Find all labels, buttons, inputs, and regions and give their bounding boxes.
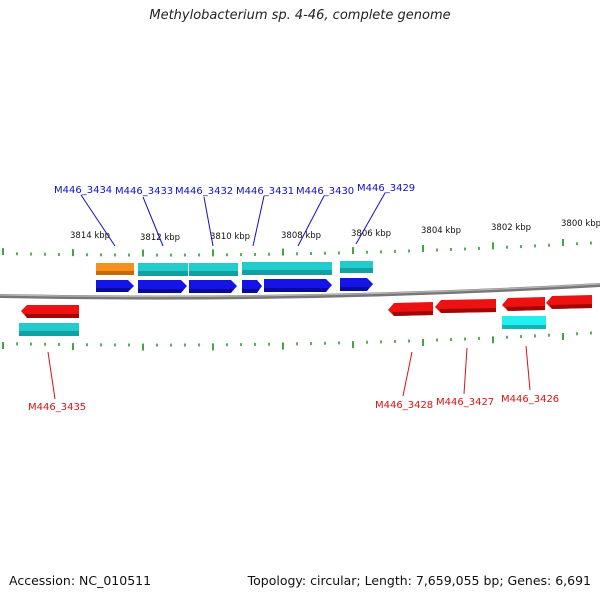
callout-line (203, 196, 214, 247)
callout-line (402, 351, 413, 397)
forward-gene-arrow-shade (242, 289, 259, 293)
gene-label[interactable]: M446_3427 (436, 397, 494, 408)
gene-label[interactable]: M446_3426 (501, 394, 559, 405)
scale-label: 3810 kbp (210, 232, 250, 242)
reverse-gene-arrow-shade (25, 314, 79, 318)
reverse-feature-track (19, 316, 546, 336)
accession-text: Accession: NC_010511 (9, 573, 152, 588)
callout-line (463, 347, 468, 395)
forward-gene-labels: M446_3434 M446_3433 M446_3432 M446_3431 … (54, 183, 415, 197)
orange-feature-shade (96, 271, 134, 275)
gene-label[interactable]: M446_3430 (296, 186, 354, 197)
gene-label[interactable]: M446_3435 (28, 402, 86, 413)
genome-backbone-highlight (0, 283, 600, 298)
forward-gene-arrow-shade (138, 289, 183, 293)
callout-line (47, 351, 56, 400)
callout-line (355, 192, 386, 245)
cds-feature-shade (242, 270, 332, 275)
scale-label: 3802 kbp (491, 223, 531, 233)
gene-label[interactable]: M446_3432 (175, 186, 233, 197)
reverse-gene-track (21, 295, 592, 318)
reverse-gene-arrow-shade (392, 311, 433, 316)
forward-gene-arrow-shade (340, 287, 369, 291)
forward-callouts (80, 192, 386, 247)
cds-feature-shade (19, 331, 79, 336)
map-title: Methylobacterium sp. 4-46, complete geno… (149, 8, 451, 23)
forward-feature-track (96, 261, 373, 276)
scale-ticks-reverse (2, 331, 592, 351)
callout-line (525, 345, 531, 391)
forward-gene-arrow-shade (96, 288, 130, 292)
forward-gene-arrow-shade (264, 288, 328, 292)
scale-label: 3808 kbp (281, 231, 321, 241)
scale-labels: 3814 kbp 3812 kbp 3810 kbp 3808 kbp 3806… (70, 219, 600, 243)
cds-feature-shade (138, 271, 188, 276)
reverse-callouts (47, 345, 531, 400)
gene-label[interactable]: M446_3429 (357, 183, 415, 194)
genome-backbone (0, 283, 600, 300)
cds-feature-shade (340, 268, 373, 273)
callout-line (252, 195, 265, 247)
scale-label: 3806 kbp (351, 229, 391, 239)
callout-line (142, 196, 164, 247)
forward-gene-track (96, 278, 373, 293)
scale-label: 3814 kbp (70, 231, 110, 241)
cds-feature-shade (189, 271, 238, 276)
gene-label[interactable]: M446_3434 (54, 185, 112, 196)
reverse-gene-arrow-shade (439, 308, 496, 313)
reverse-gene-arrow-shade (550, 304, 592, 309)
reverse-gene-arrow-shade (506, 306, 545, 311)
scale-ticks-forward (2, 239, 592, 257)
callout-line (297, 195, 325, 247)
callout-line (80, 194, 116, 247)
gene-label[interactable]: M446_3433 (115, 186, 173, 197)
cds-feature-shade (502, 325, 546, 329)
genome-summary-text: Topology: circular; Length: 7,659,055 bp… (247, 573, 591, 588)
gene-label[interactable]: M446_3431 (236, 186, 294, 197)
scale-label: 3804 kbp (421, 226, 461, 236)
reverse-gene-labels: M446_3435 M446_3428 M446_3427 M446_3426 (28, 394, 559, 413)
scale-label: 3800 kbp (561, 219, 600, 229)
forward-gene-arrow-shade (189, 289, 233, 293)
gene-label[interactable]: M446_3428 (375, 400, 433, 411)
